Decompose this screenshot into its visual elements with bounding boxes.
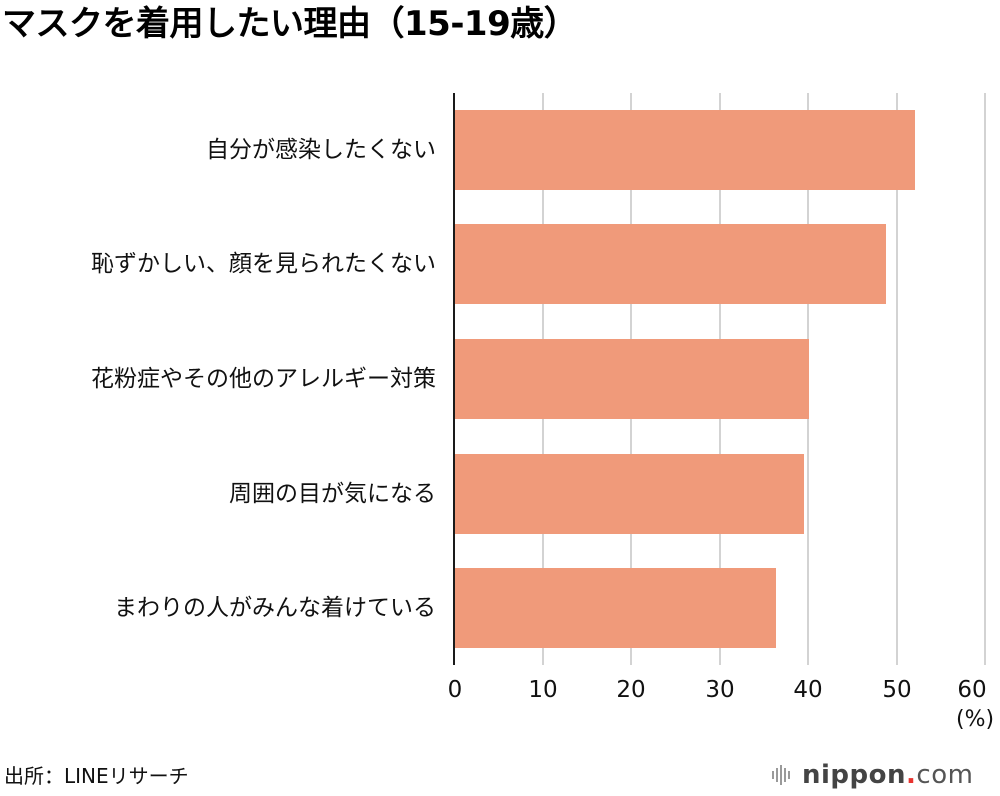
x-tick-label: 30 [705, 677, 735, 703]
x-tick-label: 10 [528, 677, 558, 703]
bar [455, 224, 887, 304]
nippon-com-logo: nippon.com [772, 758, 973, 792]
gridline-60 [984, 93, 986, 665]
logo-wordmark: nippon.com [802, 760, 974, 790]
x-tick-label: 40 [793, 677, 823, 703]
category-label: 周囲の目が気になる [229, 481, 436, 507]
x-tick-label: 60 [957, 677, 987, 703]
bar [455, 568, 776, 648]
chart-title: マスクを着用したい理由（15-19歳） [2, 4, 578, 44]
x-tick-label: 20 [616, 677, 646, 703]
bar [455, 110, 916, 190]
source-note: 出所：LINEリサーチ [4, 764, 189, 788]
sound-bars-icon [772, 765, 792, 785]
bar [455, 454, 804, 534]
category-label: 自分が感染したくない [206, 137, 436, 163]
gridline-50 [896, 93, 898, 665]
x-tick-label: 50 [882, 677, 912, 703]
category-label: まわりの人がみんな着けている [114, 595, 436, 621]
x-axis-unit: (%) [956, 707, 995, 732]
category-label: 花粉症やその他のアレルギー対策 [91, 366, 436, 392]
x-tick-label: 0 [447, 677, 463, 703]
y-axis-line [453, 93, 455, 665]
bar [455, 339, 810, 419]
category-label: 恥ずかしい、顔を見られたくない [91, 251, 436, 277]
